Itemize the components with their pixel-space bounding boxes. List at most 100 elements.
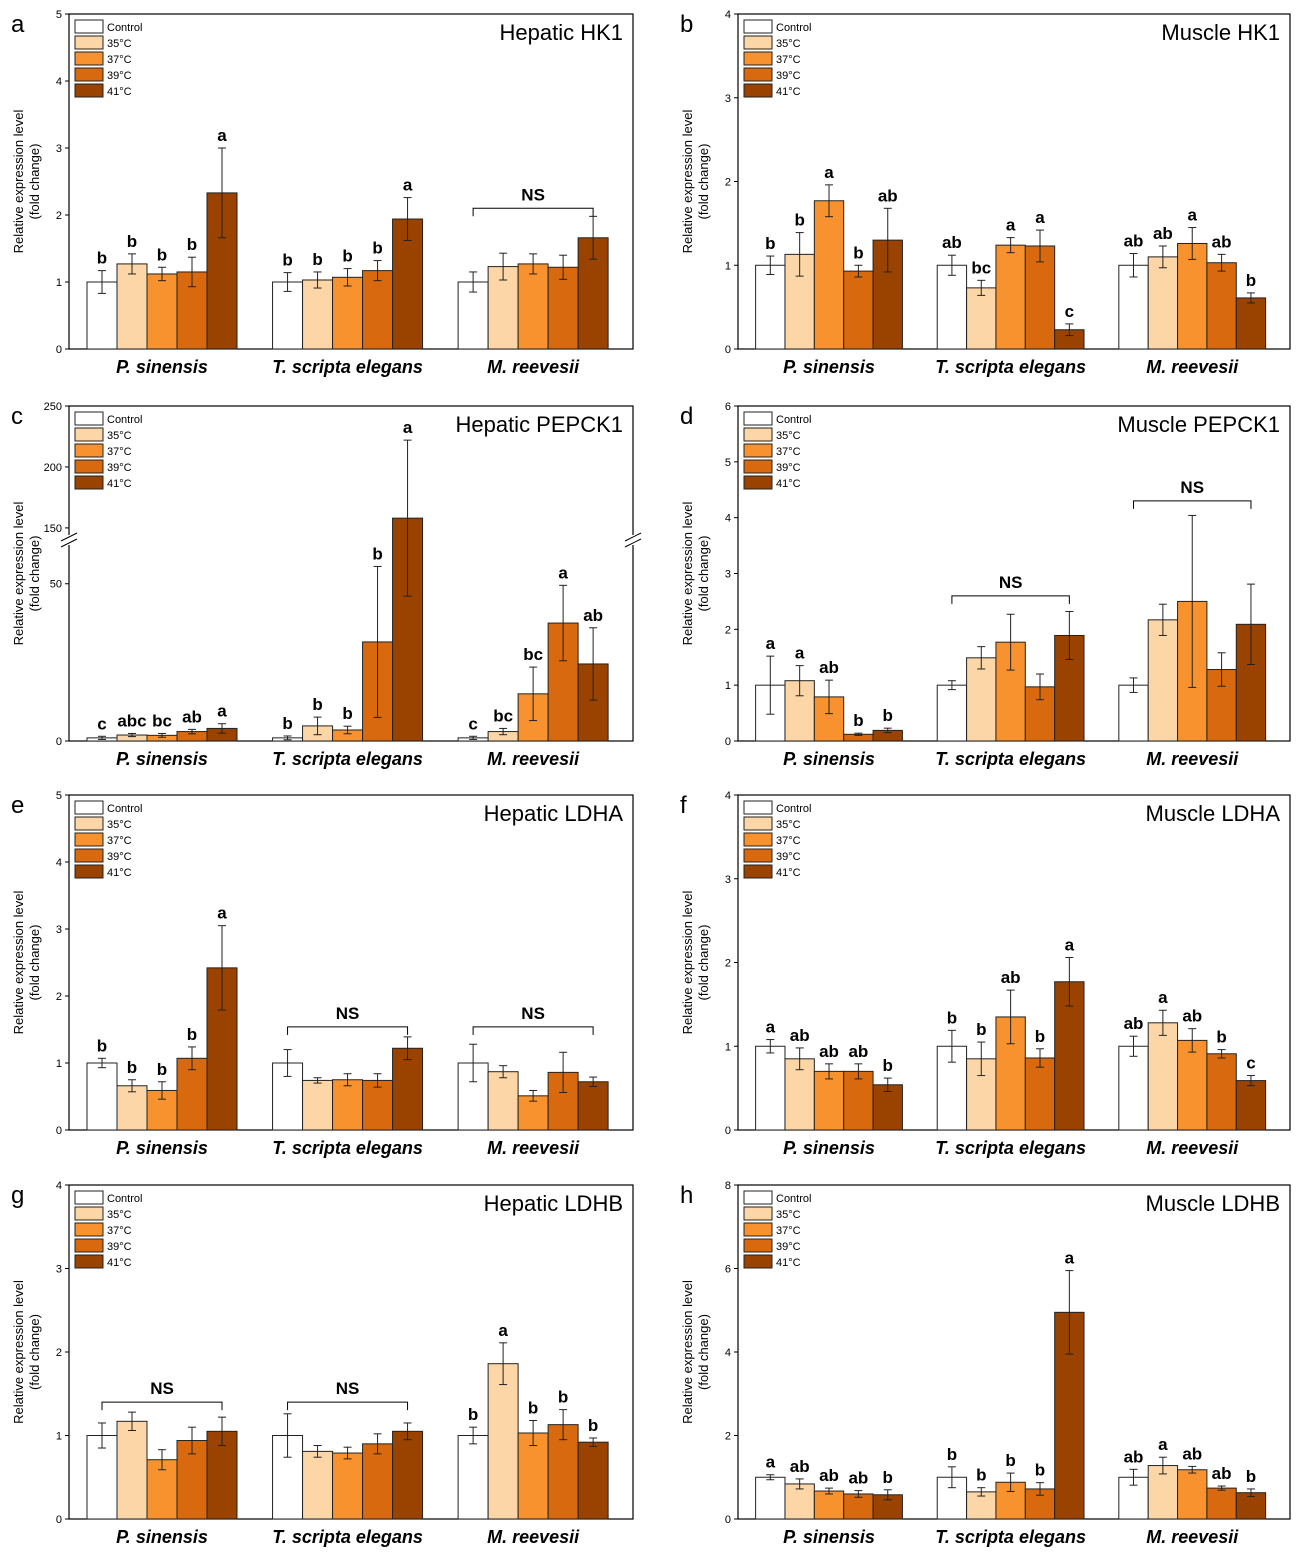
y-axis-label-line-2: (fold change) — [696, 1314, 711, 1390]
legend-label: 41°C — [776, 867, 801, 879]
significance-letter: ab — [1124, 1014, 1144, 1033]
bar-39°C — [362, 1079, 394, 1131]
bar-37°C — [813, 1070, 845, 1131]
significance-letter: b — [1035, 1461, 1045, 1480]
legend-swatch-41°C — [743, 864, 773, 879]
legend-swatch-Control — [74, 800, 104, 815]
bar-37°C — [995, 244, 1026, 350]
significance-letter: a — [1158, 988, 1168, 1007]
legend-swatch-37°C — [74, 443, 104, 458]
y-axis-label-line-2: (fold change) — [27, 1314, 42, 1390]
panel-letter: c — [11, 403, 23, 430]
significance-letter: a — [1035, 208, 1045, 227]
significance-letter: b — [282, 251, 292, 270]
y-tick-label: 1 — [56, 277, 62, 289]
chart-panel-f: f Muscle LDHA Relative expression level(fo… — [680, 790, 1291, 1158]
category-label: T. scripta elegans — [935, 749, 1086, 769]
legend-label: Control — [776, 803, 811, 815]
y-tick-label: 1 — [725, 1041, 731, 1053]
bar-37°C — [1177, 1469, 1208, 1520]
bar-Control — [86, 1062, 118, 1131]
y-tick-label: 0 — [725, 344, 731, 356]
legend-swatch-39°C — [743, 459, 773, 474]
category-label: T. scripta elegans — [272, 357, 423, 377]
bar-35°C — [966, 287, 997, 350]
y-tick-label: 6 — [725, 401, 731, 413]
legend-label: 41°C — [107, 867, 132, 879]
bar-41°C — [392, 1430, 424, 1520]
bar-39°C — [1024, 1057, 1056, 1131]
bar-35°C — [487, 1363, 519, 1520]
significance-letter: a — [1188, 206, 1198, 225]
bar-35°C — [784, 1058, 815, 1131]
legend-label: 35°C — [776, 430, 801, 442]
category-label: P. sinensis — [783, 1138, 875, 1158]
bar-37°C — [1177, 242, 1208, 350]
legend-label: Control — [776, 22, 811, 34]
legend-label: 41°C — [776, 86, 801, 98]
chart-panel-e: e Hepatic LDHA Relative expression level(f… — [11, 790, 634, 1158]
legend-swatch-39°C — [743, 848, 773, 863]
legend-swatch-41°C — [74, 864, 104, 879]
y-tick-label: 2 — [725, 624, 731, 636]
significance-letter: ab — [1124, 232, 1144, 251]
y-axis-label-line-1: Relative expression level — [680, 109, 695, 253]
significance-letter: b — [342, 247, 352, 266]
significance-letter: ab — [1182, 1007, 1202, 1026]
legend-swatch-35°C — [74, 1206, 104, 1221]
y-axis-label-line-1: Relative expression level — [680, 890, 695, 1034]
y-axis-label: Relative expression level(fold change) — [680, 1280, 711, 1424]
legend-swatch-Control — [74, 1190, 104, 1205]
significance-letter: c — [468, 714, 477, 733]
axis-break-gap — [61, 535, 77, 545]
bar-35°C — [116, 1420, 148, 1520]
panel-letter: a — [11, 11, 25, 38]
significance-letter: bc — [523, 645, 543, 664]
y-tick-label: 0 — [725, 1514, 731, 1526]
y-axis-label-line-2: (fold change) — [696, 536, 711, 612]
legend-label: 37°C — [776, 446, 801, 458]
y-axis-label: Relative expression level(fold change) — [680, 890, 711, 1034]
significance-letter: ab — [790, 1026, 810, 1045]
chart-panel-a: a Hepatic HK1 Relative expression level(fo… — [11, 9, 634, 377]
category-label: P. sinensis — [783, 357, 875, 377]
axis-break-gap — [625, 535, 641, 545]
y-tick-label: 5 — [725, 457, 731, 469]
y-axis-label-line-2: (fold change) — [27, 536, 42, 612]
legend-label: 39°C — [776, 851, 801, 863]
chart-title: Muscle LDHB — [1146, 1191, 1280, 1216]
legend-swatch-Control — [743, 1190, 773, 1205]
bar-Control — [755, 1045, 786, 1131]
significance-letter: b — [976, 1466, 986, 1485]
y-tick-label: 50 — [50, 579, 62, 591]
legend-swatch-37°C — [74, 1222, 104, 1237]
significance-letter: b — [883, 1056, 893, 1075]
y-tick-label: 3 — [56, 1264, 62, 1276]
bar-Control — [86, 1435, 118, 1520]
ns-label: NS — [999, 573, 1023, 592]
legend-label: Control — [107, 803, 142, 815]
y-tick-label: 6 — [725, 1264, 731, 1276]
ns-label: NS — [1180, 478, 1204, 497]
chart-panel-b: b Muscle HK1 Relative expression level(fol… — [680, 9, 1291, 377]
y-axis-label-line-2: (fold change) — [696, 144, 711, 220]
significance-letter: ab — [819, 658, 839, 677]
bar-35°C — [1147, 1465, 1179, 1520]
y-tick-label: 3 — [56, 143, 62, 155]
legend-swatch-Control — [74, 19, 104, 34]
significance-letter: b — [157, 1060, 167, 1079]
legend-swatch-41°C — [74, 1254, 104, 1269]
significance-letter: b — [312, 250, 322, 269]
significance-letter: a — [1065, 935, 1075, 954]
significance-letter: ab — [878, 186, 898, 205]
chart-panel-h: h Muscle LDHB Relative expression level(fo… — [680, 1180, 1291, 1547]
significance-letter: bc — [493, 706, 513, 725]
category-label: P. sinensis — [116, 1527, 208, 1547]
ns-label: NS — [150, 1379, 174, 1398]
axis-break-mark — [60, 532, 78, 542]
bar-41°C — [392, 1047, 424, 1131]
significance-letter: c — [97, 714, 106, 733]
significance-letter: b — [1035, 1027, 1045, 1046]
bar-39°C — [362, 1443, 394, 1520]
significance-letter: b — [976, 1020, 986, 1039]
